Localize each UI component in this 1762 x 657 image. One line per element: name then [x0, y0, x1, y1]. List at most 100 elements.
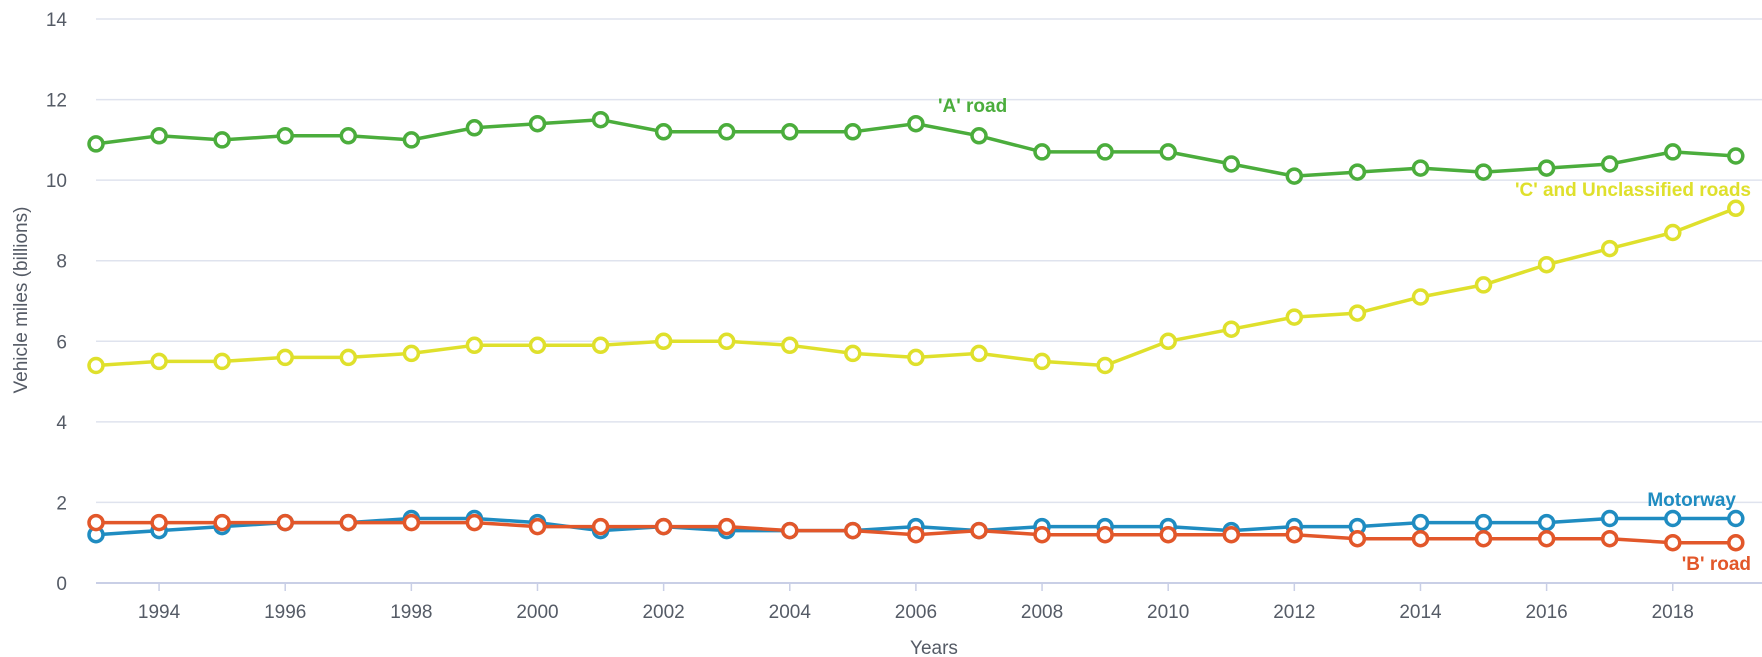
- data-point[interactable]: [402, 344, 421, 363]
- data-point[interactable]: [528, 114, 547, 133]
- series-layer: [87, 110, 1745, 552]
- data-point[interactable]: [213, 131, 231, 149]
- x-axis-ticks: 1994 1996 1998 2000 2002 2004 2006 2008 2010 2012…: [138, 583, 1694, 623]
- data-point[interactable]: [1096, 143, 1114, 161]
- data-point[interactable]: [781, 336, 799, 355]
- data-point[interactable]: [907, 114, 925, 133]
- data-point[interactable]: [1474, 276, 1493, 294]
- data-point[interactable]: [1411, 529, 1430, 548]
- data-point[interactable]: [717, 123, 736, 141]
- data-point[interactable]: [1285, 525, 1304, 544]
- data-point[interactable]: [1096, 356, 1114, 375]
- data-point[interactable]: [1411, 513, 1430, 532]
- x-tick-label: 2006: [895, 602, 937, 623]
- data-point[interactable]: [1285, 167, 1304, 185]
- x-tick-label: 2002: [642, 602, 684, 623]
- data-point[interactable]: [1727, 509, 1745, 528]
- data-point[interactable]: [1348, 529, 1367, 548]
- data-point[interactable]: [654, 332, 673, 351]
- data-point[interactable]: [781, 123, 799, 141]
- data-point[interactable]: [1600, 155, 1619, 173]
- data-point[interactable]: [844, 344, 862, 363]
- data-point[interactable]: [339, 127, 358, 145]
- data-point[interactable]: [1348, 163, 1367, 181]
- data-point[interactable]: [1222, 320, 1241, 338]
- data-point[interactable]: [402, 131, 421, 149]
- data-point[interactable]: [1096, 525, 1114, 544]
- data-point[interactable]: [1285, 308, 1304, 326]
- data-point[interactable]: [591, 517, 610, 536]
- data-point[interactable]: [717, 332, 736, 351]
- data-point[interactable]: [528, 336, 547, 355]
- data-point[interactable]: [150, 352, 168, 371]
- y-axis-ticks: 0 2 4 6 8 10 12 14: [46, 10, 68, 595]
- data-point[interactable]: [1537, 513, 1556, 532]
- data-point[interactable]: [87, 356, 105, 375]
- data-point[interactable]: [1664, 509, 1682, 528]
- data-point[interactable]: [1033, 143, 1051, 161]
- y-tick-label: 4: [56, 413, 67, 434]
- data-point[interactable]: [1222, 155, 1241, 173]
- gridlines: [96, 18, 1762, 504]
- data-point[interactable]: [1600, 239, 1619, 258]
- data-point[interactable]: [654, 123, 673, 141]
- data-point[interactable]: [970, 521, 988, 540]
- data-point[interactable]: [1474, 529, 1493, 548]
- data-point[interactable]: [1348, 304, 1367, 322]
- data-point[interactable]: [907, 525, 925, 544]
- data-point[interactable]: [213, 352, 231, 371]
- data-point[interactable]: [150, 127, 168, 145]
- data-point[interactable]: [339, 513, 358, 532]
- data-point[interactable]: [1664, 533, 1682, 552]
- data-point[interactable]: [970, 344, 988, 363]
- data-point[interactable]: [402, 513, 421, 532]
- data-point[interactable]: [276, 513, 294, 532]
- data-point[interactable]: [465, 513, 484, 532]
- data-point[interactable]: [1411, 159, 1430, 177]
- data-point[interactable]: [907, 348, 925, 367]
- series-labels: 'A' road 'C' and Unclassified roads Motorw…: [938, 96, 1751, 575]
- data-point[interactable]: [591, 110, 610, 129]
- y-tick-label: 12: [46, 91, 67, 112]
- data-point[interactable]: [276, 348, 294, 367]
- data-point[interactable]: [781, 521, 799, 540]
- data-point[interactable]: [276, 127, 294, 145]
- data-point[interactable]: [1159, 143, 1177, 161]
- data-point[interactable]: [970, 127, 988, 145]
- series-label: 'A' road: [938, 96, 1007, 117]
- data-point[interactable]: [1033, 352, 1051, 371]
- data-point[interactable]: [1537, 159, 1556, 177]
- data-point[interactable]: [1159, 525, 1177, 544]
- data-point[interactable]: [1727, 147, 1745, 165]
- data-point[interactable]: [213, 513, 231, 532]
- data-point[interactable]: [717, 517, 736, 536]
- data-point[interactable]: [1727, 199, 1745, 218]
- data-point[interactable]: [1033, 525, 1051, 544]
- data-point[interactable]: [1727, 533, 1745, 552]
- x-tick-label: 2012: [1273, 602, 1315, 623]
- y-tick-label: 2: [56, 493, 67, 514]
- data-point[interactable]: [87, 135, 105, 153]
- data-point[interactable]: [1600, 529, 1619, 548]
- data-point[interactable]: [1411, 288, 1430, 306]
- data-point[interactable]: [528, 517, 547, 536]
- data-point[interactable]: [465, 119, 484, 137]
- data-point[interactable]: [1537, 529, 1556, 548]
- data-point[interactable]: [844, 521, 862, 540]
- data-point[interactable]: [1664, 223, 1682, 242]
- data-point[interactable]: [1600, 509, 1619, 528]
- data-point[interactable]: [591, 336, 610, 355]
- data-point[interactable]: [1159, 332, 1177, 351]
- data-point[interactable]: [339, 348, 358, 367]
- data-point[interactable]: [844, 123, 862, 141]
- data-point[interactable]: [1664, 143, 1682, 161]
- data-point[interactable]: [1474, 163, 1493, 181]
- data-point[interactable]: [1222, 525, 1241, 544]
- data-point[interactable]: [654, 517, 673, 536]
- data-point[interactable]: [1537, 255, 1556, 274]
- data-point[interactable]: [465, 336, 484, 355]
- data-point[interactable]: [150, 513, 168, 532]
- data-point[interactable]: [1474, 513, 1493, 532]
- data-point[interactable]: [87, 513, 105, 532]
